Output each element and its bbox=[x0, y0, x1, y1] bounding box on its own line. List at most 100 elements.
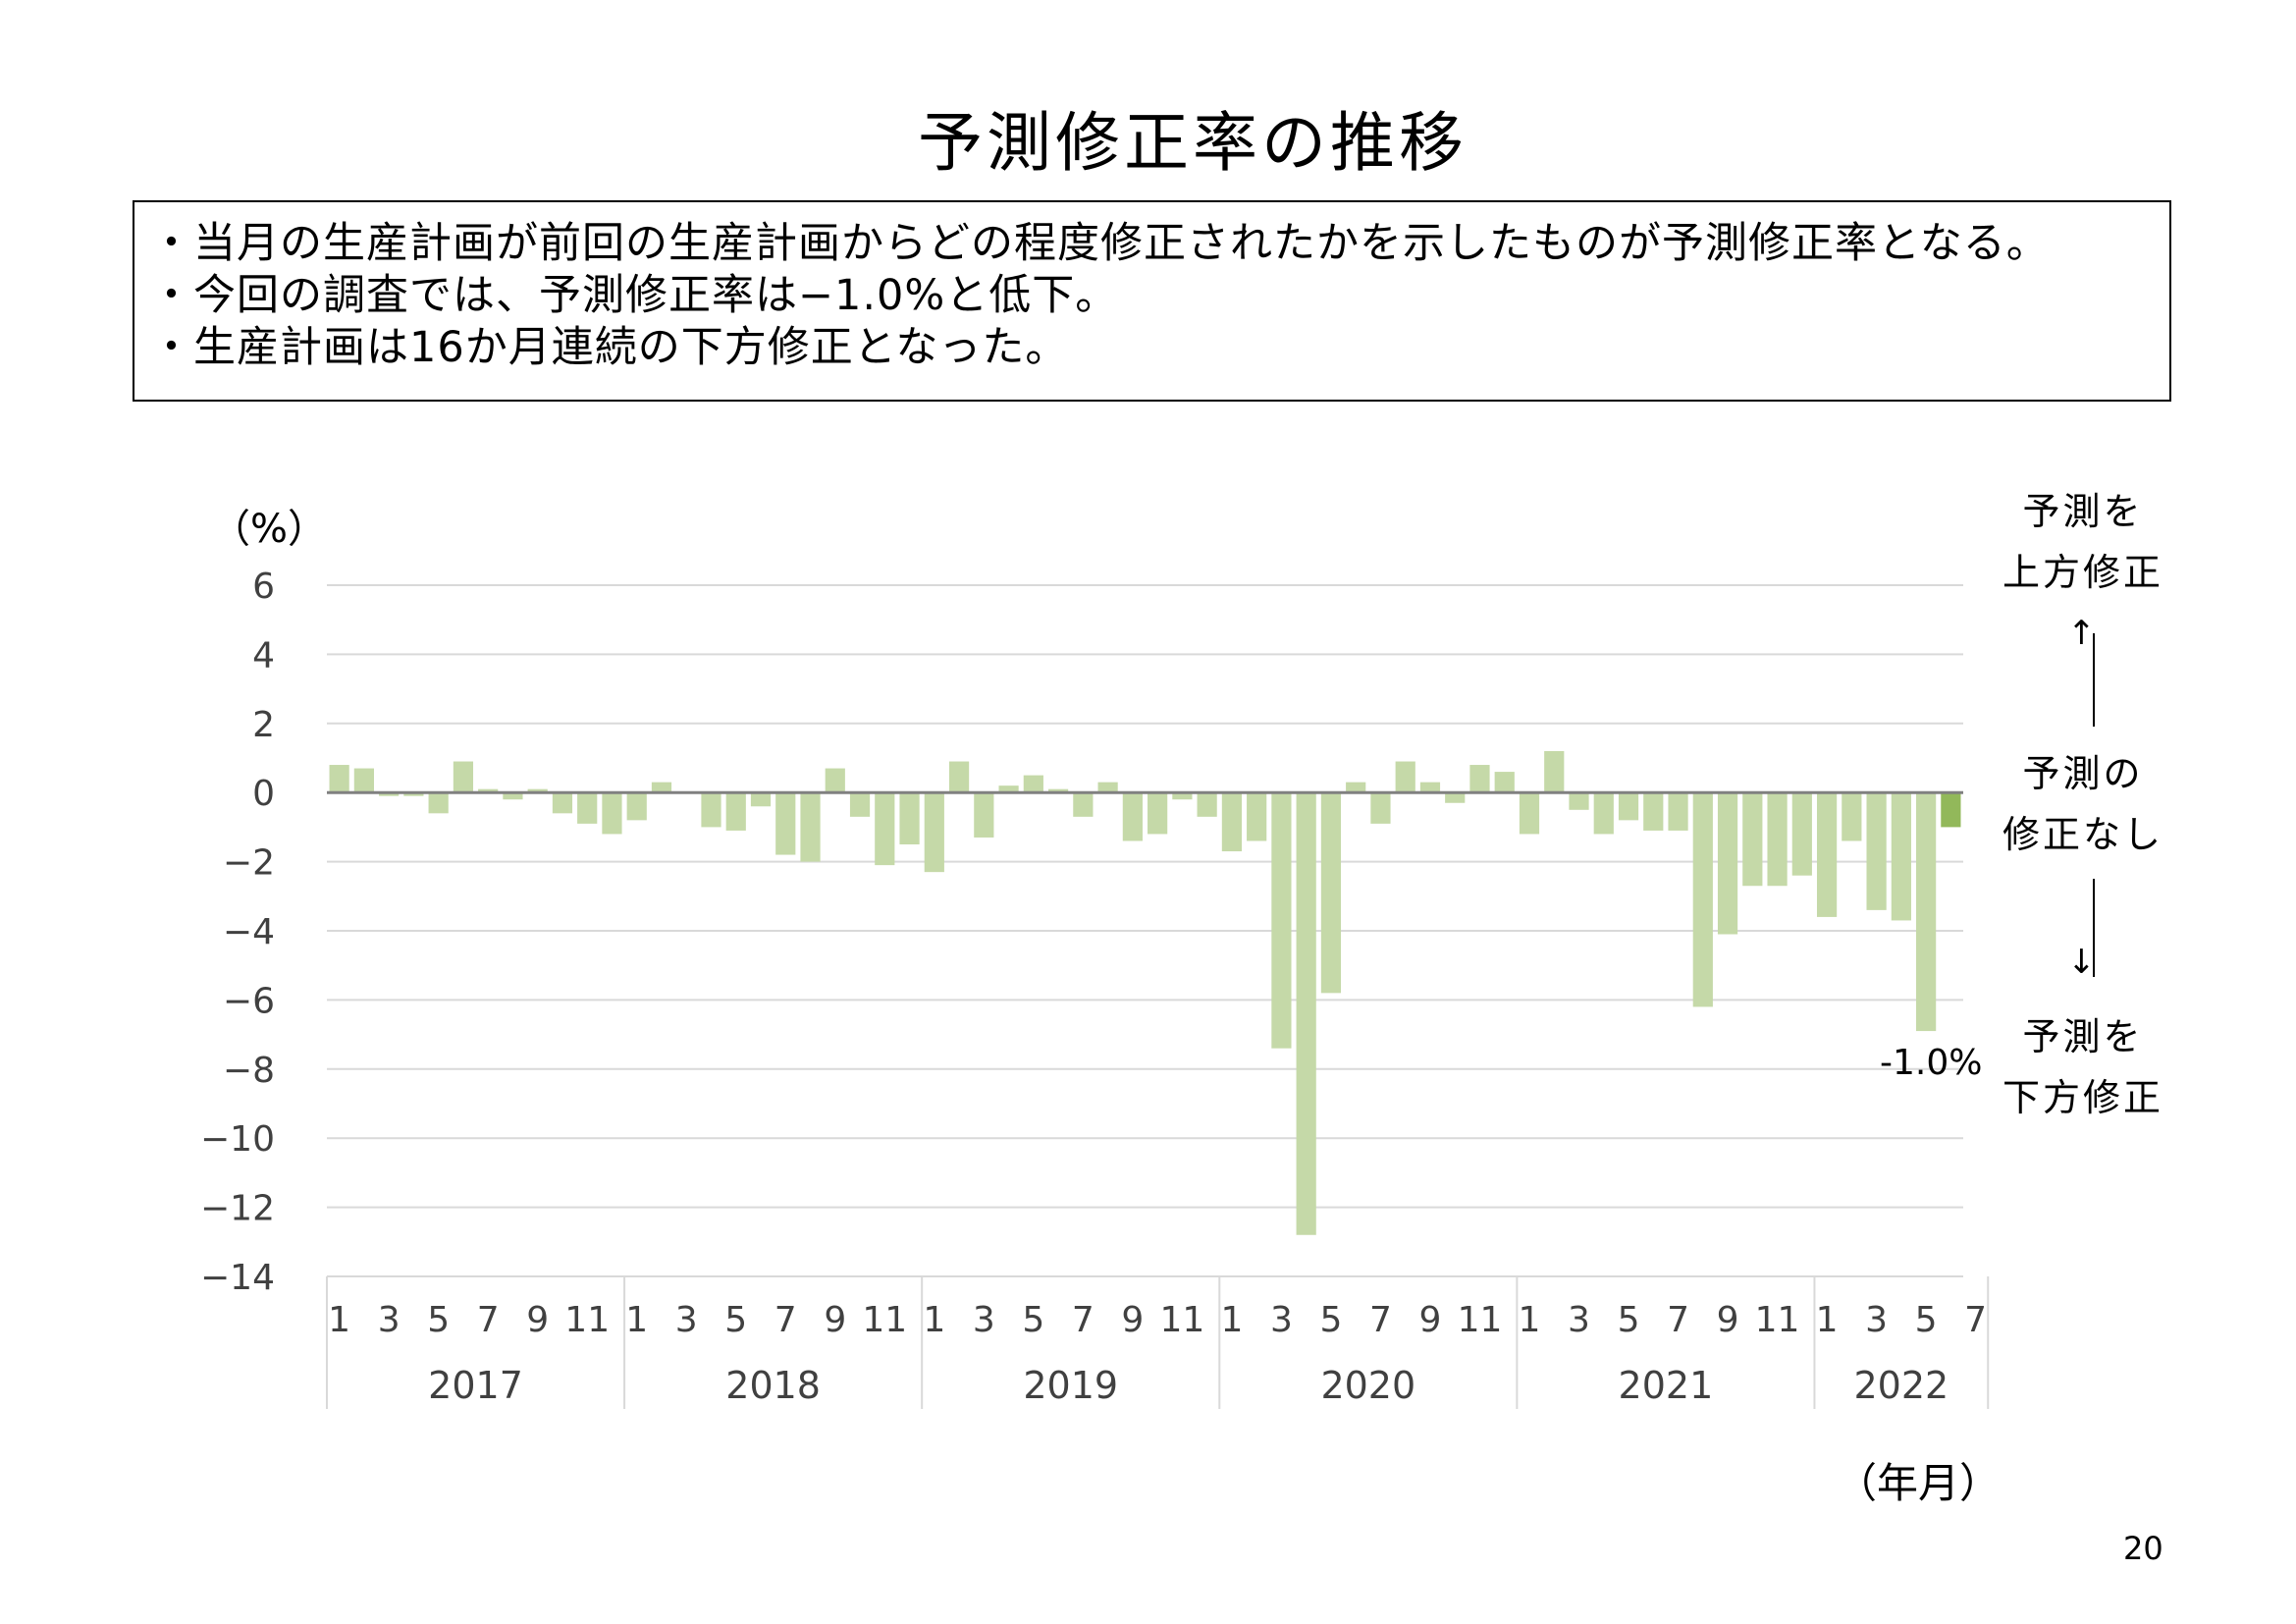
y-tick-label: 4 bbox=[252, 635, 275, 676]
x-month-label: 3 bbox=[1270, 1300, 1293, 1340]
y-tick-label: −4 bbox=[223, 912, 275, 952]
bar bbox=[1271, 792, 1292, 1049]
no-revision-label: 予測の 修正なし bbox=[1985, 743, 2181, 865]
bar bbox=[503, 792, 523, 800]
bar bbox=[1941, 792, 1961, 828]
x-month-label: 3 bbox=[1568, 1300, 1590, 1340]
bar bbox=[552, 792, 573, 814]
bar bbox=[1122, 792, 1143, 841]
x-month-label: 1 bbox=[625, 1300, 648, 1340]
x-year-label: 2022 bbox=[1853, 1364, 1949, 1407]
bar bbox=[875, 792, 895, 866]
x-month-label: 9 bbox=[824, 1300, 846, 1340]
x-month-label: 9 bbox=[1419, 1300, 1442, 1340]
bar bbox=[478, 788, 499, 793]
y-tick-label: −6 bbox=[223, 981, 275, 1021]
x-month-label: 3 bbox=[675, 1300, 698, 1340]
page-title: 予測修正率の推移 bbox=[918, 105, 1468, 181]
bar bbox=[626, 792, 647, 821]
bar bbox=[775, 792, 796, 855]
x-month-label: 9 bbox=[1121, 1300, 1144, 1340]
x-month-label: 1 bbox=[1220, 1300, 1243, 1340]
bar bbox=[329, 765, 349, 793]
bar bbox=[1469, 765, 1490, 793]
upward-revision-label: 予測を 上方修正 bbox=[1985, 481, 2181, 603]
x-month-label: 11 bbox=[564, 1300, 610, 1340]
x-month-label: 7 bbox=[774, 1300, 797, 1340]
x-month-label: 5 bbox=[724, 1300, 747, 1340]
bar bbox=[1742, 792, 1763, 887]
bar bbox=[1842, 792, 1862, 841]
bar bbox=[1148, 792, 1168, 835]
x-month-label: 7 bbox=[1369, 1300, 1392, 1340]
x-month-label: 7 bbox=[477, 1300, 500, 1340]
bar bbox=[800, 792, 821, 862]
upward-line-1: 予測を bbox=[2022, 490, 2144, 533]
bar bbox=[428, 792, 449, 814]
bar bbox=[1419, 782, 1441, 793]
bar bbox=[1221, 792, 1243, 852]
arrow-up-icon: ↑ bbox=[2067, 614, 2099, 653]
bar bbox=[849, 792, 871, 817]
bar bbox=[1247, 792, 1267, 841]
bar bbox=[701, 792, 721, 828]
y-tick-label: −14 bbox=[200, 1258, 275, 1298]
bar bbox=[1569, 792, 1589, 810]
y-tick-label: −12 bbox=[200, 1189, 275, 1229]
bar bbox=[1692, 792, 1713, 1007]
note-line-3: ・生産計画は16か月連続の下方修正となった。 bbox=[150, 323, 1069, 372]
bar bbox=[1519, 792, 1540, 835]
bar bbox=[899, 792, 920, 844]
downward-revision-label: 予測を 下方修正 bbox=[1985, 1006, 2181, 1128]
bar bbox=[1073, 792, 1094, 817]
bar bbox=[379, 792, 400, 796]
latest-value-label: -1.0% bbox=[1880, 1043, 1983, 1083]
x-year-label: 2020 bbox=[1320, 1364, 1415, 1407]
x-month-label: 5 bbox=[427, 1300, 450, 1340]
y-tick-label: −10 bbox=[200, 1119, 275, 1160]
x-month-label: 11 bbox=[1159, 1300, 1204, 1340]
bar bbox=[1023, 775, 1043, 793]
x-month-label: 1 bbox=[1816, 1300, 1839, 1340]
x-axis-unit: （年月） bbox=[1836, 1459, 2002, 1507]
x-year-label: 2019 bbox=[1023, 1364, 1118, 1407]
bar bbox=[1593, 792, 1614, 835]
bar bbox=[1668, 792, 1688, 831]
bar bbox=[527, 788, 548, 793]
x-month-label: 11 bbox=[1458, 1300, 1503, 1340]
bar bbox=[924, 792, 944, 873]
x-month-label: 11 bbox=[1755, 1300, 1800, 1340]
x-month-label: 3 bbox=[1865, 1300, 1888, 1340]
bar bbox=[1346, 782, 1366, 793]
y-tick-label: −8 bbox=[223, 1051, 275, 1091]
y-tick-label: 0 bbox=[252, 774, 275, 814]
bar bbox=[1816, 792, 1838, 917]
x-month-label: 11 bbox=[862, 1300, 907, 1340]
bar bbox=[1296, 792, 1316, 1235]
x-month-label: 5 bbox=[1915, 1300, 1938, 1340]
bar bbox=[602, 792, 622, 835]
x-year-label: 2018 bbox=[725, 1364, 821, 1407]
bar bbox=[1767, 792, 1788, 887]
bar bbox=[1866, 792, 1887, 910]
bar bbox=[1916, 792, 1937, 1032]
bar bbox=[353, 768, 374, 793]
x-month-label: 7 bbox=[1964, 1300, 1987, 1340]
arrow-down-icon: ↓ bbox=[2067, 943, 2099, 982]
x-month-label: 5 bbox=[1618, 1300, 1640, 1340]
bar bbox=[651, 782, 672, 793]
x-month-label: 9 bbox=[526, 1300, 549, 1340]
bar bbox=[1097, 782, 1118, 793]
no-revision-line-2: 修正なし bbox=[2002, 813, 2163, 856]
no-revision-line-1: 予測の bbox=[2022, 752, 2144, 795]
bar bbox=[1717, 792, 1738, 935]
x-month-label: 5 bbox=[1319, 1300, 1342, 1340]
bar bbox=[1494, 772, 1515, 793]
bar bbox=[403, 792, 424, 796]
summary-box: ・当月の生産計画が前回の生産計画からどの程度修正されたかを示したものが予測修正率… bbox=[133, 200, 2171, 402]
bar bbox=[750, 792, 772, 807]
bar bbox=[1445, 792, 1466, 803]
note-line-1: ・当月の生産計画が前回の生産計画からどの程度修正されたかを示したものが予測修正率… bbox=[150, 219, 2050, 268]
x-month-label: 7 bbox=[1667, 1300, 1689, 1340]
